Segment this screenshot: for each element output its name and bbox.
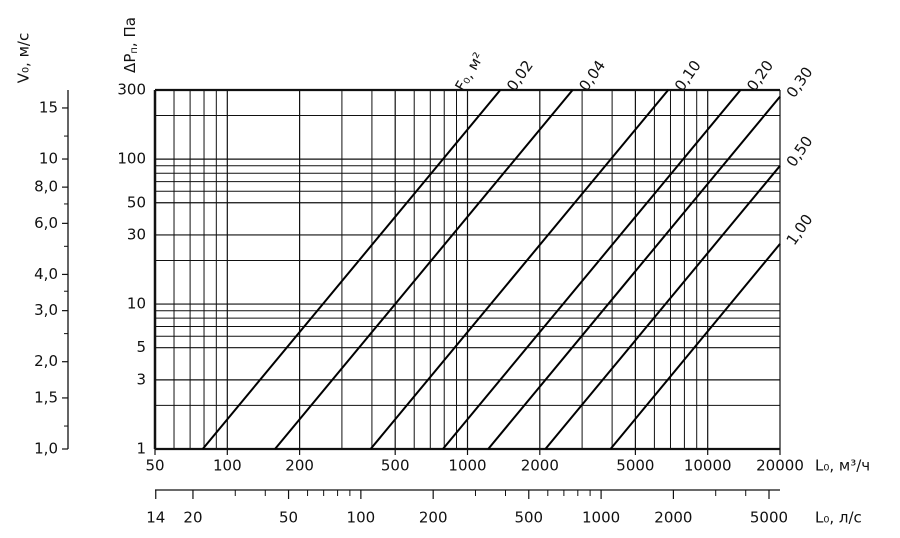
y-tick-label: 1 <box>136 440 146 458</box>
x-tick-label: 20000 <box>756 457 804 475</box>
v-axis-label: V₀, м/с <box>15 33 33 83</box>
x-tick-label: 1000 <box>448 457 486 475</box>
y-tick-label: 3 <box>136 370 146 388</box>
series-line <box>442 89 742 450</box>
series-line <box>487 95 781 450</box>
x-tick-label: 10000 <box>684 457 732 475</box>
y-tick-label: 300 <box>117 81 146 99</box>
v-tick-label: 3,0 <box>34 301 58 319</box>
y-tick-label: 100 <box>117 150 146 168</box>
x2-tick-label: 5000 <box>750 509 788 527</box>
v-tick-label: 2,0 <box>34 352 58 370</box>
x-tick-label: 2000 <box>521 457 559 475</box>
series-line <box>544 165 781 450</box>
series-label: F₀, м² <box>451 49 487 94</box>
x2-axis-label: L₀, л/с <box>815 509 862 527</box>
y-label-part: , Па <box>121 17 139 47</box>
x2-tick-label: 2000 <box>654 509 692 527</box>
x2-tick-label: 14 <box>146 509 165 527</box>
x-tick-label: 200 <box>285 457 314 475</box>
v-tick-label: 6,0 <box>34 214 58 232</box>
series-line <box>201 89 502 450</box>
y-axis-label: ΔPп, Па <box>121 17 141 73</box>
y-tick-label: 50 <box>127 193 146 211</box>
series-name: 1,00 <box>783 211 817 249</box>
x2-tick-label: 500 <box>514 509 543 527</box>
y-tick-label: 10 <box>127 295 146 313</box>
x-axis-label: L₀, м³/ч <box>815 457 870 475</box>
x-tick-label: 500 <box>381 457 410 475</box>
series-name: 0,50 <box>783 133 817 171</box>
v-tick-label: 8,0 <box>34 178 58 196</box>
x-tick-label: 50 <box>145 457 164 475</box>
series-name: 0,30 <box>783 64 817 102</box>
x-tick-label: 5000 <box>616 457 654 475</box>
y-tick-label: 5 <box>136 338 146 356</box>
y-label-part: ΔP <box>121 54 139 73</box>
series-line <box>369 89 669 450</box>
x2-tick-label: 200 <box>419 509 448 527</box>
x2-tick-label: 50 <box>279 509 298 527</box>
v-tick-label: 10 <box>39 150 58 168</box>
v-tick-label: 4,0 <box>34 265 58 283</box>
x2-tick-label: 100 <box>347 509 376 527</box>
y-label-sub: п <box>129 47 140 54</box>
x-tick-label: 100 <box>213 457 242 475</box>
v-tick-label: 1,5 <box>34 388 58 406</box>
v-tick-label: 1,0 <box>34 440 58 458</box>
x2-tick-label: 20 <box>183 509 202 527</box>
series-line <box>274 89 574 450</box>
y-tick-label: 30 <box>127 225 146 243</box>
v-tick-label: 15 <box>39 98 58 116</box>
x2-tick-label: 1000 <box>582 509 620 527</box>
series-line <box>609 243 781 450</box>
